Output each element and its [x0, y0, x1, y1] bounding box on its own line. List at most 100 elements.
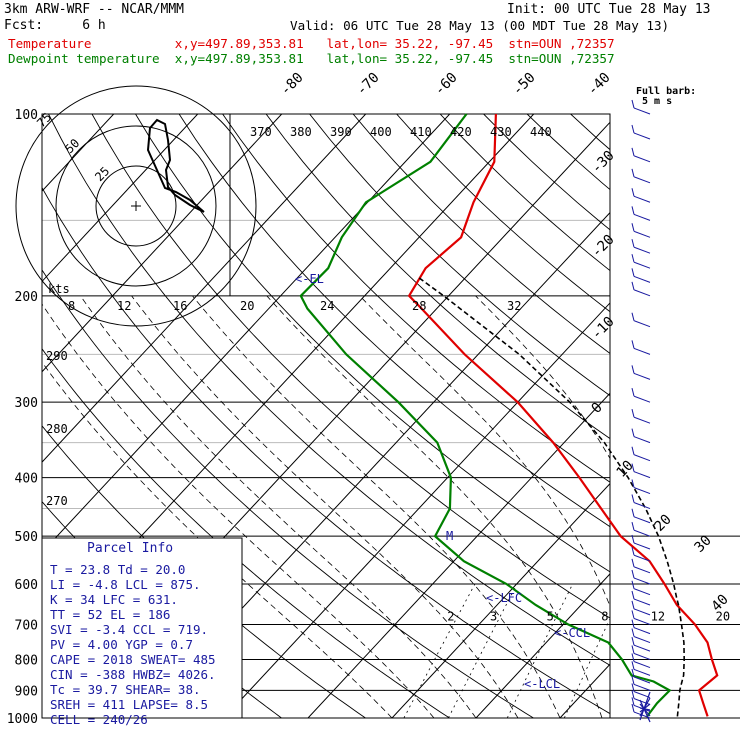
- wind-barb: [633, 107, 651, 115]
- wind-barb: [633, 289, 651, 297]
- skewed-temp-label: -50: [510, 70, 539, 99]
- wind-barb-surface: [639, 707, 651, 711]
- mixing-ratio-label: 8: [601, 609, 608, 623]
- isotherm-line: [42, 114, 199, 283]
- valid-time: Valid: 06 UTC Tue 28 May 13 (00 MDT Tue …: [290, 18, 670, 33]
- skewed-temp-label: -70: [354, 70, 383, 99]
- isotherm-line: [391, 482, 610, 718]
- hodograph-ring: [95, 165, 177, 247]
- theta-label: 280: [46, 422, 68, 436]
- wind-barb-flag: [631, 223, 635, 232]
- dry-adiabat: [42, 348, 451, 718]
- wind-barb-flag: [631, 268, 635, 277]
- grid-layer: [41, 113, 740, 731]
- pressure-tick-label: 800: [15, 653, 38, 668]
- wind-barb-flag: [631, 558, 635, 567]
- wind-barb: [633, 372, 651, 380]
- isotherm-line: [728, 114, 740, 718]
- wind-barb: [633, 487, 651, 495]
- wind-barb-flag: [631, 281, 635, 290]
- wind-barb-flag: [631, 703, 635, 713]
- wind-barb-flag: [631, 508, 635, 517]
- theta-label: 410: [410, 125, 432, 139]
- forecast-hour: Fcst: 6 h: [4, 18, 106, 33]
- wind-barb-flag: [631, 147, 635, 156]
- mixing-ratio-line: [563, 617, 610, 718]
- pressure-tick-label: 600: [15, 578, 38, 593]
- wind-barb-flag: [631, 254, 635, 263]
- wind-barb: [633, 213, 651, 221]
- wind-barb-flag: [631, 661, 635, 670]
- dewpoint-line: [299, 113, 672, 718]
- wind-barb: [633, 683, 651, 691]
- parcel-info-row: SVI = -3.4 CCL = 719.: [50, 622, 208, 637]
- mixing-ratio-line: [506, 583, 574, 718]
- theta-label: 430: [490, 125, 512, 139]
- wind-barb: [633, 416, 651, 424]
- parcel-info-title: Parcel Info: [87, 541, 173, 556]
- dry-adiabat: [614, 114, 740, 731]
- dry-adiabat: [48, 114, 610, 666]
- wind-barb: [633, 347, 651, 355]
- skewed-temp-label: -10: [589, 314, 618, 343]
- wind-barbs: [631, 99, 651, 723]
- wind-barb: [633, 436, 651, 444]
- skewed-temp-label: -80: [278, 70, 307, 99]
- wind-barb-flag: [631, 600, 635, 610]
- parcel-info-row: SREH = 411 LAPSE= 8.5: [50, 697, 208, 712]
- mixing-ratio-label: 2: [447, 609, 454, 623]
- parcel-info-row: CIN = -388 HWBZ= 4026.: [50, 667, 216, 682]
- parcel-line: [417, 276, 686, 717]
- mixing-ratio-label: 5: [547, 609, 554, 623]
- mixing-ratio-label: 20: [716, 609, 730, 623]
- model-title: 3km ARW-WRF -- NCAR/MMM: [4, 2, 185, 17]
- wind-barb-flag: [631, 522, 635, 531]
- wind-barb-flag: [631, 668, 635, 678]
- isotherm-line: [42, 114, 283, 373]
- dry-adiabat: [135, 114, 610, 573]
- wind-barb-flag: [631, 653, 635, 662]
- wind-barb-surface: [639, 699, 651, 723]
- wind-barb-flag: [631, 388, 635, 397]
- parcel-info-frame: [41, 537, 243, 719]
- dewpoint-legend: Dewpoint temperature x,y=497.89,353.81 l…: [8, 51, 615, 66]
- skewed-temp-label: -30: [589, 148, 618, 177]
- parcel-info-row: CAPE = 2018 SWEAT= 485: [50, 652, 216, 667]
- wind-barb: [633, 627, 651, 635]
- dry-adiabat: [658, 114, 740, 731]
- clipped-grid: [42, 114, 740, 731]
- wind-barb: [633, 676, 651, 684]
- dry-adiabat: [309, 114, 610, 397]
- isotherm-line: [307, 392, 610, 718]
- pressure-tick-label: 400: [15, 472, 38, 487]
- wind-barb: [633, 644, 651, 652]
- theta-label: 370: [250, 125, 272, 139]
- dry-adiabat: [42, 186, 610, 715]
- wind-barb-flag: [631, 168, 635, 177]
- wind-barb: [633, 577, 651, 585]
- wind-barb-flag: [631, 590, 635, 600]
- moist-adiabat: [359, 295, 610, 608]
- isotherm-line: [42, 114, 451, 554]
- parcel-info-box: Parcel Info T = 23.8 Td = 20.0LI = -4.8 L…: [41, 537, 243, 727]
- wind-barb: [633, 529, 651, 537]
- dry-adiabat: [570, 114, 610, 151]
- parcel-info-row: CELL = 240/26: [50, 712, 148, 727]
- wind-barb: [633, 155, 651, 163]
- wind-barb-flag: [631, 580, 635, 589]
- full-barb-units: 5 m s: [642, 96, 673, 107]
- wind-barb: [633, 320, 651, 328]
- level-annotation: <-EL: [295, 272, 324, 286]
- wind-barb: [633, 246, 651, 254]
- wind-barb: [633, 395, 651, 403]
- mixing-ratio-label: 3: [490, 609, 497, 623]
- wind-barb-flag: [631, 683, 635, 692]
- parcel-info-row: Tc = 39.7 SHEAR= 38.: [50, 682, 201, 697]
- hodograph-ring-label: 50: [62, 136, 82, 156]
- skewed-temp-label: -60: [432, 70, 461, 99]
- temperature-legend: Temperature x,y=497.89,353.81 lat,lon= 3…: [8, 36, 615, 51]
- parcel-info-row: T = 23.8 Td = 20.0: [50, 562, 185, 577]
- wind-barb-flag: [631, 697, 635, 706]
